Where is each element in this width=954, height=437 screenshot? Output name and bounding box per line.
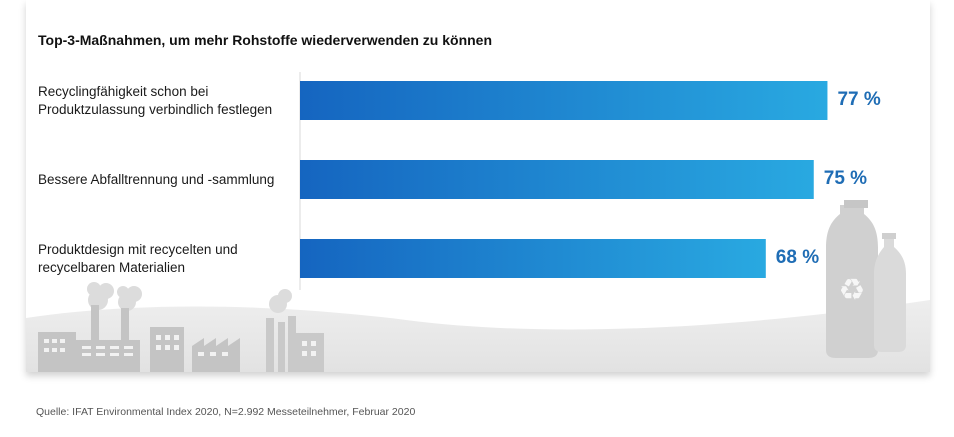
value-label: 75 %: [823, 168, 868, 189]
category-label: Recyclingfähigkeit schon bei Produktzula…: [38, 83, 273, 117]
plastic-bottle-icon: [826, 200, 906, 358]
value-label: 68 %: [775, 247, 820, 268]
source-note: Quelle: IFAT Environmental Index 2020, N…: [36, 406, 416, 418]
bar: [300, 160, 814, 199]
category-label: Produktdesign mit recycelten und recycel…: [38, 241, 238, 275]
factory-icon: [266, 316, 324, 372]
landscape-hill: [26, 300, 930, 372]
bar-chart-plot: [299, 72, 828, 290]
smoke-icon: [87, 282, 292, 313]
bar: [300, 81, 828, 120]
recycle-icon: ♻: [839, 273, 866, 308]
value-label: 77 %: [837, 89, 881, 110]
industrial-scenery: ♻: [26, 200, 930, 372]
category-label: Bessere Abfalltrennung und -sammlung: [38, 171, 275, 187]
bar: [300, 239, 766, 278]
factory-icon: [38, 305, 240, 372]
chart-title: Top-3-Maßnahmen, um mehr Rohstoffe wiede…: [38, 32, 493, 48]
chart-card: ♻ Top-3-Maßnahmen, um mehr Rohstoffe wie…: [26, 0, 930, 372]
